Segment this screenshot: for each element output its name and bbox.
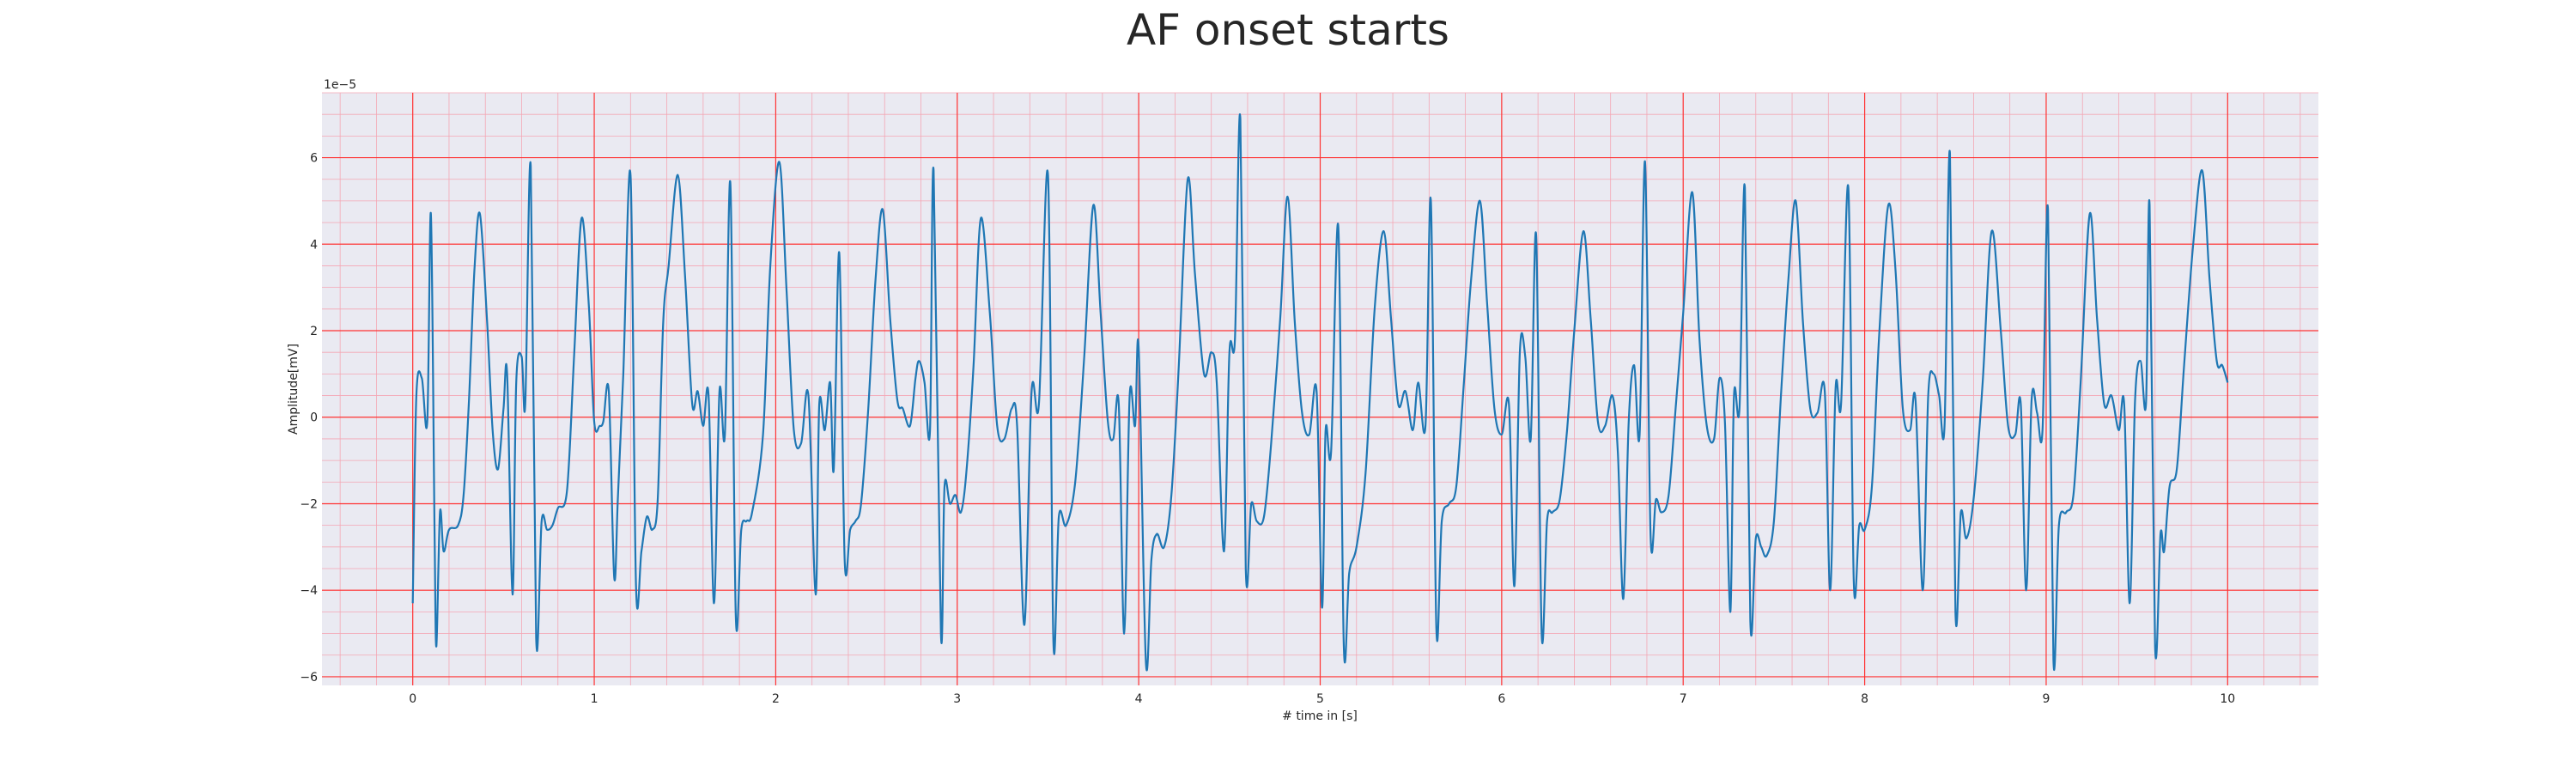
x-tick-label: 9 (2042, 692, 2050, 706)
series-line-amplitude (411, 113, 2229, 672)
x-tick-label: 2 (772, 692, 780, 706)
y-tick-label: 2 (310, 325, 318, 338)
y-tick-label: 0 (310, 411, 318, 425)
x-tick-label: 7 (1680, 692, 1687, 706)
x-tick-label: 8 (1861, 692, 1868, 706)
y-axis-label: Amplitude[mV] (287, 344, 301, 435)
x-axis-label: # time in [s] (1282, 709, 1358, 723)
x-tick-label: 10 (2220, 692, 2235, 706)
x-tick-label: 5 (1316, 692, 1324, 706)
x-axis-ticks: 0 1 2 3 4 5 6 7 8 9 10 (409, 692, 2235, 706)
y-axis-ticks: −6 −4 −2 0 2 4 6 (300, 152, 318, 685)
x-tick-label: 1 (591, 692, 598, 706)
x-tick-label: 4 (1135, 692, 1143, 706)
y-tick-label: 4 (310, 238, 318, 252)
x-tick-label: 6 (1498, 692, 1505, 706)
x-tick-label: 3 (953, 692, 961, 706)
y-tick-label: 6 (310, 152, 318, 166)
major-grid (322, 93, 2318, 685)
y-tick-label: −2 (300, 497, 318, 511)
chart-title: AF onset starts (1127, 5, 1449, 55)
y-scale-factor: 1e−5 (324, 78, 356, 92)
y-tick-label: −4 (300, 584, 318, 598)
y-tick-label: −6 (300, 671, 318, 685)
x-tick-label: 0 (409, 692, 416, 706)
